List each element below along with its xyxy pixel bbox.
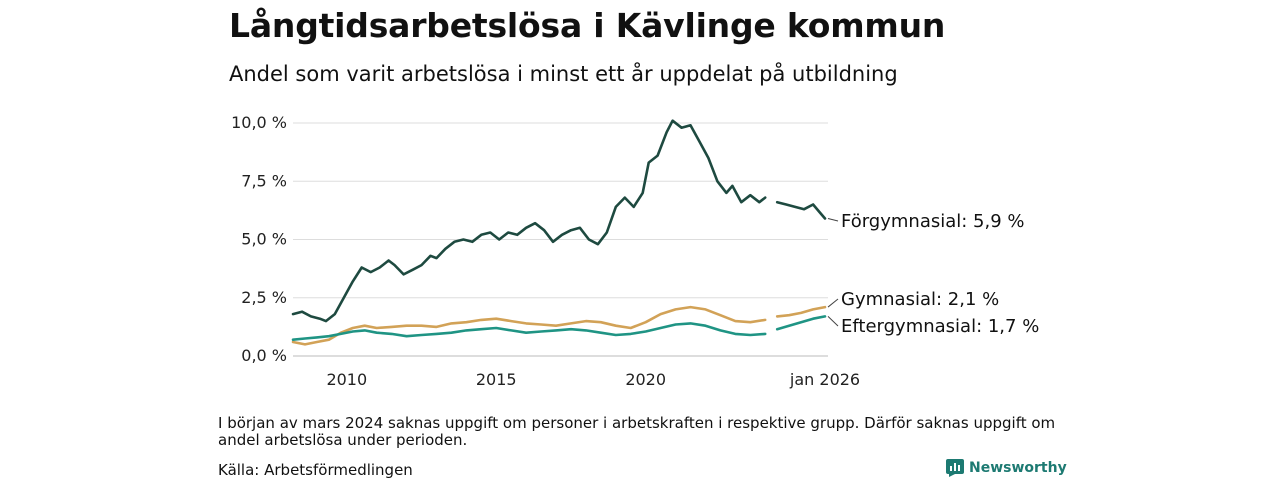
grid-lines [293, 122, 828, 357]
source-note: Källa: Arbetsförmedlingen [218, 461, 413, 479]
brand-name: Newsworthy [969, 460, 1067, 476]
y-tick-label: 2,5 % [241, 288, 287, 307]
series-line-eftergymnasial [775, 315, 827, 331]
newsworthy-logo-icon [946, 459, 964, 477]
series-line-eftergymnasial [291, 322, 767, 341]
series-end-label: Förgymnasial: 5,9 % [841, 211, 1025, 232]
series-line-förgymnasial [775, 200, 827, 220]
line-chart: 0,0 % 2,5 % 5,0 % 7,5 % 10,0 % 2010 2015 2020 j… [231, 113, 1039, 389]
series-end-label: Eftergymnasial: 1,7 % [841, 316, 1039, 337]
series-line-gymnasial [291, 305, 767, 346]
footnote: I början av mars 2024 saknas uppgift om … [218, 414, 1056, 449]
x-tick-label: 2020 [625, 370, 666, 389]
label-leader [827, 218, 839, 222]
series-lines [291, 119, 827, 346]
chart-title: Långtidsarbetslösa i Kävlinge kommun [229, 6, 946, 45]
brand-logo: Newsworthy [946, 459, 1067, 477]
y-tick-label: 10,0 % [231, 113, 287, 132]
series-end-label: Gymnasial: 2,1 % [841, 289, 999, 310]
x-tick-label: 2010 [326, 370, 367, 389]
x-tick-label: jan 2026 [789, 370, 860, 389]
label-leader [827, 316, 839, 327]
y-tick-label: 7,5 % [241, 171, 287, 190]
chart-subtitle: Andel som varit arbetslösa i minst ett å… [229, 62, 898, 86]
y-tick-label: 5,0 % [241, 230, 287, 249]
x-tick-label: 2015 [476, 370, 517, 389]
end-labels: Förgymnasial: 5,9 % Gymnasial: 2,1 % Efter… [827, 211, 1039, 337]
y-axis-ticks: 0,0 % 2,5 % 5,0 % 7,5 % 10,0 % [231, 113, 287, 365]
y-tick-label: 0,0 % [241, 346, 287, 365]
label-leader [827, 298, 839, 308]
series-line-gymnasial [775, 305, 827, 318]
series-line-förgymnasial [291, 119, 767, 323]
x-axis-ticks: 2010 2015 2020 jan 2026 [326, 370, 860, 389]
